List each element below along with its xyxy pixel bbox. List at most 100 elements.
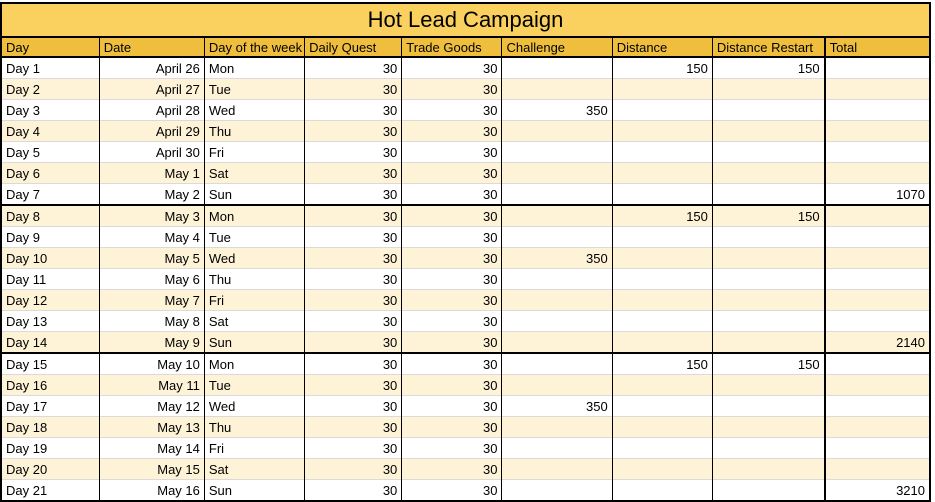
cell-trade_goods[interactable]: 30 [401, 204, 502, 227]
cell-challenge[interactable]: 350 [501, 247, 613, 269]
cell-distance_restart[interactable] [711, 395, 825, 417]
cell-challenge[interactable] [501, 56, 613, 79]
cell-challenge[interactable] [501, 204, 613, 227]
cell-date[interactable]: May 15 [98, 458, 205, 480]
cell-date[interactable]: May 5 [98, 247, 205, 269]
cell-date[interactable]: May 3 [98, 204, 205, 227]
cell-trade_goods[interactable]: 30 [401, 437, 502, 459]
cell-day[interactable]: Day 15 [1, 352, 100, 375]
cell-date[interactable]: April 28 [98, 99, 205, 121]
cell-date[interactable]: May 1 [98, 162, 205, 184]
cell-distance[interactable] [611, 268, 713, 290]
cell-distance_restart[interactable] [711, 183, 825, 205]
cell-trade_goods[interactable]: 30 [401, 183, 502, 205]
cell-total[interactable] [823, 310, 930, 332]
cell-daily_quest[interactable]: 30 [304, 416, 402, 438]
cell-total[interactable] [823, 268, 930, 290]
cell-distance[interactable] [611, 289, 713, 311]
cell-trade_goods[interactable]: 30 [401, 310, 502, 332]
cell-day[interactable]: Day 6 [1, 162, 100, 184]
cell-dow[interactable]: Sun [203, 479, 305, 501]
cell-trade_goods[interactable]: 30 [401, 416, 502, 438]
cell-challenge[interactable] [501, 226, 613, 248]
cell-date[interactable]: May 13 [98, 416, 205, 438]
cell-total[interactable] [823, 99, 930, 121]
cell-challenge[interactable] [501, 310, 613, 332]
cell-total[interactable] [823, 352, 930, 375]
cell-date[interactable]: May 8 [98, 310, 205, 332]
cell-distance[interactable] [611, 226, 713, 248]
cell-challenge[interactable] [501, 416, 613, 438]
cell-day[interactable]: Day 11 [1, 268, 100, 290]
cell-total[interactable] [823, 395, 930, 417]
cell-dow[interactable]: Sat [203, 458, 305, 480]
cell-daily_quest[interactable]: 30 [304, 226, 402, 248]
cell-total[interactable] [823, 458, 930, 480]
cell-total[interactable] [823, 204, 930, 227]
cell-total[interactable] [823, 247, 930, 269]
cell-dow[interactable]: Thu [203, 120, 305, 142]
cell-challenge[interactable] [501, 78, 613, 100]
cell-distance_restart[interactable]: 150 [711, 204, 825, 227]
cell-total[interactable] [823, 78, 930, 100]
cell-dow[interactable]: Mon [203, 56, 305, 79]
cell-trade_goods[interactable]: 30 [401, 162, 502, 184]
cell-day[interactable]: Day 13 [1, 310, 100, 332]
cell-day[interactable]: Day 1 [1, 56, 100, 79]
cell-challenge[interactable] [501, 458, 613, 480]
column-header-trade_goods[interactable]: Trade Goods [401, 37, 502, 58]
cell-distance[interactable] [611, 78, 713, 100]
cell-challenge[interactable] [501, 162, 613, 184]
cell-day[interactable]: Day 12 [1, 289, 100, 311]
cell-trade_goods[interactable]: 30 [401, 120, 502, 142]
cell-total[interactable] [823, 56, 930, 79]
cell-trade_goods[interactable]: 30 [401, 374, 502, 396]
cell-challenge[interactable] [501, 437, 613, 459]
cell-challenge[interactable] [501, 479, 613, 501]
cell-distance[interactable] [611, 395, 713, 417]
cell-daily_quest[interactable]: 30 [304, 437, 402, 459]
cell-trade_goods[interactable]: 30 [401, 458, 502, 480]
cell-distance_restart[interactable] [711, 226, 825, 248]
cell-trade_goods[interactable]: 30 [401, 78, 502, 100]
cell-dow[interactable]: Wed [203, 99, 305, 121]
cell-daily_quest[interactable]: 30 [304, 268, 402, 290]
cell-daily_quest[interactable]: 30 [304, 247, 402, 269]
cell-distance[interactable] [611, 458, 713, 480]
cell-day[interactable]: Day 17 [1, 395, 100, 417]
cell-trade_goods[interactable]: 30 [401, 479, 502, 501]
column-header-date[interactable]: Date [98, 37, 205, 58]
cell-distance_restart[interactable] [711, 479, 825, 501]
cell-distance_restart[interactable] [711, 374, 825, 396]
cell-distance[interactable] [611, 141, 713, 163]
cell-distance[interactable]: 150 [611, 56, 713, 79]
cell-distance_restart[interactable] [711, 268, 825, 290]
cell-dow[interactable]: Tue [203, 226, 305, 248]
cell-day[interactable]: Day 8 [1, 204, 100, 227]
cell-daily_quest[interactable]: 30 [304, 310, 402, 332]
cell-trade_goods[interactable]: 30 [401, 226, 502, 248]
cell-distance_restart[interactable] [711, 120, 825, 142]
cell-distance[interactable] [611, 120, 713, 142]
cell-distance[interactable] [611, 416, 713, 438]
cell-daily_quest[interactable]: 30 [304, 120, 402, 142]
cell-challenge[interactable] [501, 141, 613, 163]
cell-dow[interactable]: Thu [203, 416, 305, 438]
cell-distance_restart[interactable] [711, 331, 825, 353]
cell-total[interactable] [823, 162, 930, 184]
cell-distance_restart[interactable] [711, 247, 825, 269]
cell-total[interactable] [823, 437, 930, 459]
cell-challenge[interactable]: 350 [501, 395, 613, 417]
cell-distance_restart[interactable]: 150 [711, 56, 825, 79]
cell-distance_restart[interactable] [711, 78, 825, 100]
cell-dow[interactable]: Fri [203, 289, 305, 311]
cell-date[interactable]: May 2 [98, 183, 205, 205]
cell-daily_quest[interactable]: 30 [304, 331, 402, 353]
cell-distance_restart[interactable] [711, 458, 825, 480]
column-header-distance_restart[interactable]: Distance Restart [711, 37, 825, 58]
cell-daily_quest[interactable]: 30 [304, 183, 402, 205]
cell-distance[interactable] [611, 479, 713, 501]
cell-date[interactable]: May 10 [98, 352, 205, 375]
cell-total[interactable] [823, 120, 930, 142]
cell-date[interactable]: May 7 [98, 289, 205, 311]
